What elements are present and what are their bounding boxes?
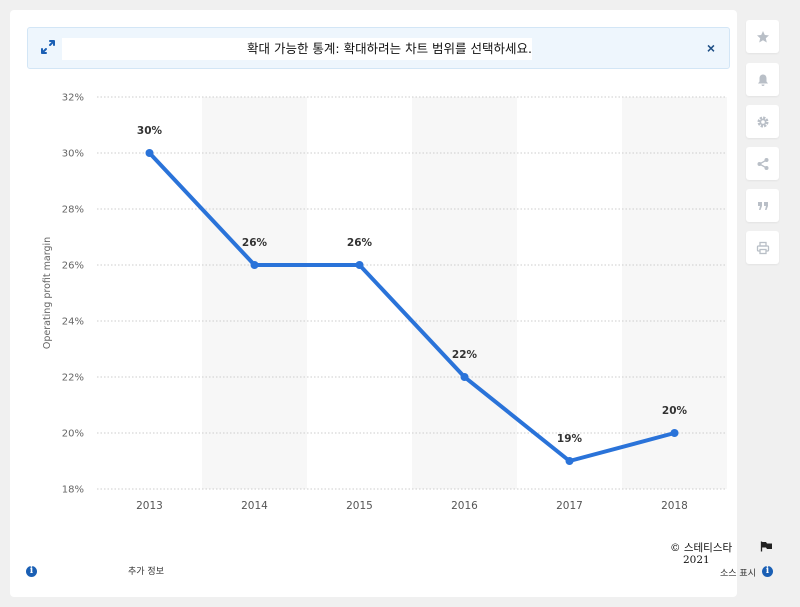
favorite-button[interactable] xyxy=(746,20,779,53)
source-info-icon[interactable]: i xyxy=(762,566,773,577)
expand-icon[interactable] xyxy=(40,39,56,55)
print-button[interactable] xyxy=(746,231,779,264)
info-icon[interactable]: i xyxy=(26,566,37,577)
data-point xyxy=(145,149,154,157)
show-source-link[interactable]: 소스 표시 xyxy=(720,569,756,579)
quote-icon xyxy=(757,201,768,210)
gear-icon xyxy=(757,116,768,127)
data-point xyxy=(670,429,679,437)
y-tick-label: 22% xyxy=(62,373,84,384)
data-label: 20% xyxy=(662,405,688,417)
category-band xyxy=(202,97,307,489)
share-icon xyxy=(757,157,768,170)
share-button[interactable] xyxy=(746,147,779,180)
x-tick-label: 2015 xyxy=(346,500,373,512)
x-tick-label: 2014 xyxy=(241,500,268,512)
y-tick-label: 24% xyxy=(62,317,84,328)
copyright-text: © 스테티스타 xyxy=(670,542,733,554)
x-tick-label: 2013 xyxy=(136,500,163,512)
y-tick-label: 18% xyxy=(62,485,84,496)
y-tick-label: 32% xyxy=(62,93,84,104)
y-tick-label: 20% xyxy=(62,429,84,440)
y-tick-label: 28% xyxy=(62,205,84,216)
y-tick-label: 30% xyxy=(62,149,84,160)
data-label: 30% xyxy=(137,125,163,137)
category-band xyxy=(412,97,517,489)
data-label: 22% xyxy=(452,349,478,361)
series-line xyxy=(147,151,677,463)
flag-icon[interactable] xyxy=(760,541,773,552)
bell-icon xyxy=(757,74,768,86)
category-band xyxy=(622,97,727,489)
notification-button[interactable] xyxy=(746,63,779,96)
data-point xyxy=(460,373,469,381)
data-label: 26% xyxy=(347,237,373,249)
data-label: 26% xyxy=(242,237,268,249)
copyright-year: 2021 xyxy=(683,554,710,566)
zoom-banner-text: 확대 가능한 통계: 확대하려는 차트 범위를 선택하세요. xyxy=(62,38,532,60)
data-point xyxy=(355,261,364,269)
y-tick-label: 26% xyxy=(62,261,84,272)
data-point xyxy=(250,261,259,269)
print-icon xyxy=(756,241,769,254)
cite-button[interactable] xyxy=(746,189,779,222)
chart-card xyxy=(10,10,737,597)
settings-button[interactable] xyxy=(746,105,779,138)
data-point xyxy=(565,457,574,465)
x-tick-label: 2017 xyxy=(556,500,583,512)
close-icon[interactable]: × xyxy=(706,40,715,56)
data-label: 19% xyxy=(557,433,583,445)
y-axis-label: Operating profit margin xyxy=(42,237,53,349)
star-icon xyxy=(756,30,769,42)
more-info-link[interactable]: 추가 정보 xyxy=(128,567,164,577)
x-tick-label: 2018 xyxy=(661,500,688,512)
x-tick-label: 2016 xyxy=(451,500,478,512)
zoom-banner: 확대 가능한 통계: 확대하려는 차트 범위를 선택하세요. × xyxy=(27,27,730,69)
